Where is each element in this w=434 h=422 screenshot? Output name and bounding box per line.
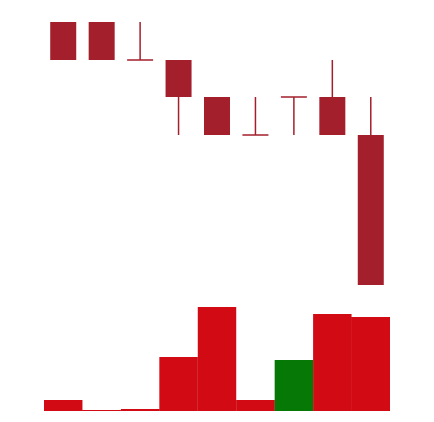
volume-bar bbox=[159, 357, 198, 411]
candle-body bbox=[319, 97, 346, 135]
volume-bar bbox=[236, 400, 275, 411]
candle-body bbox=[165, 60, 192, 97]
volume-bar bbox=[44, 400, 83, 411]
volume-bar bbox=[313, 314, 352, 411]
volume-bar bbox=[197, 307, 237, 411]
volume-bar bbox=[274, 360, 314, 411]
candle-body bbox=[50, 22, 77, 60]
candle-body bbox=[204, 97, 230, 135]
candle-body bbox=[357, 135, 384, 285]
volume-bar bbox=[120, 409, 160, 411]
volume-bar bbox=[351, 317, 390, 411]
volume-bar bbox=[82, 410, 121, 411]
candle-body bbox=[88, 22, 115, 60]
